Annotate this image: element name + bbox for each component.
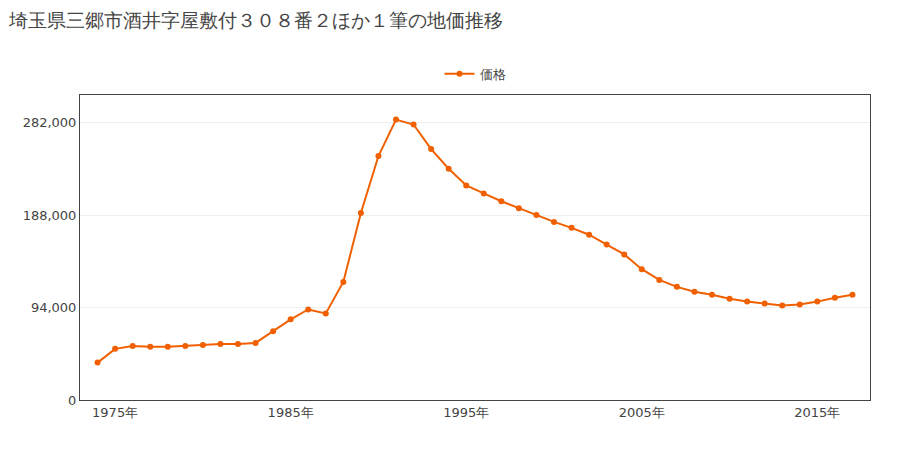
svg-text:埼玉県三郷市酒井字屋敷付３０８番２ほか１筆の地価推移: 埼玉県三郷市酒井字屋敷付３０８番２ほか１筆の地価推移	[8, 9, 503, 31]
svg-text:1975年: 1975年	[92, 405, 138, 420]
svg-text:0: 0	[68, 393, 76, 408]
svg-text:価格: 価格	[480, 67, 506, 82]
svg-text:94,000: 94,000	[31, 300, 77, 315]
svg-text:282,000: 282,000	[23, 115, 77, 130]
svg-text:2015年: 2015年	[794, 405, 840, 420]
svg-text:188,000: 188,000	[23, 208, 77, 223]
svg-text:2005年: 2005年	[619, 405, 665, 420]
svg-text:1995年: 1995年	[443, 405, 489, 420]
svg-text:1985年: 1985年	[268, 405, 314, 420]
